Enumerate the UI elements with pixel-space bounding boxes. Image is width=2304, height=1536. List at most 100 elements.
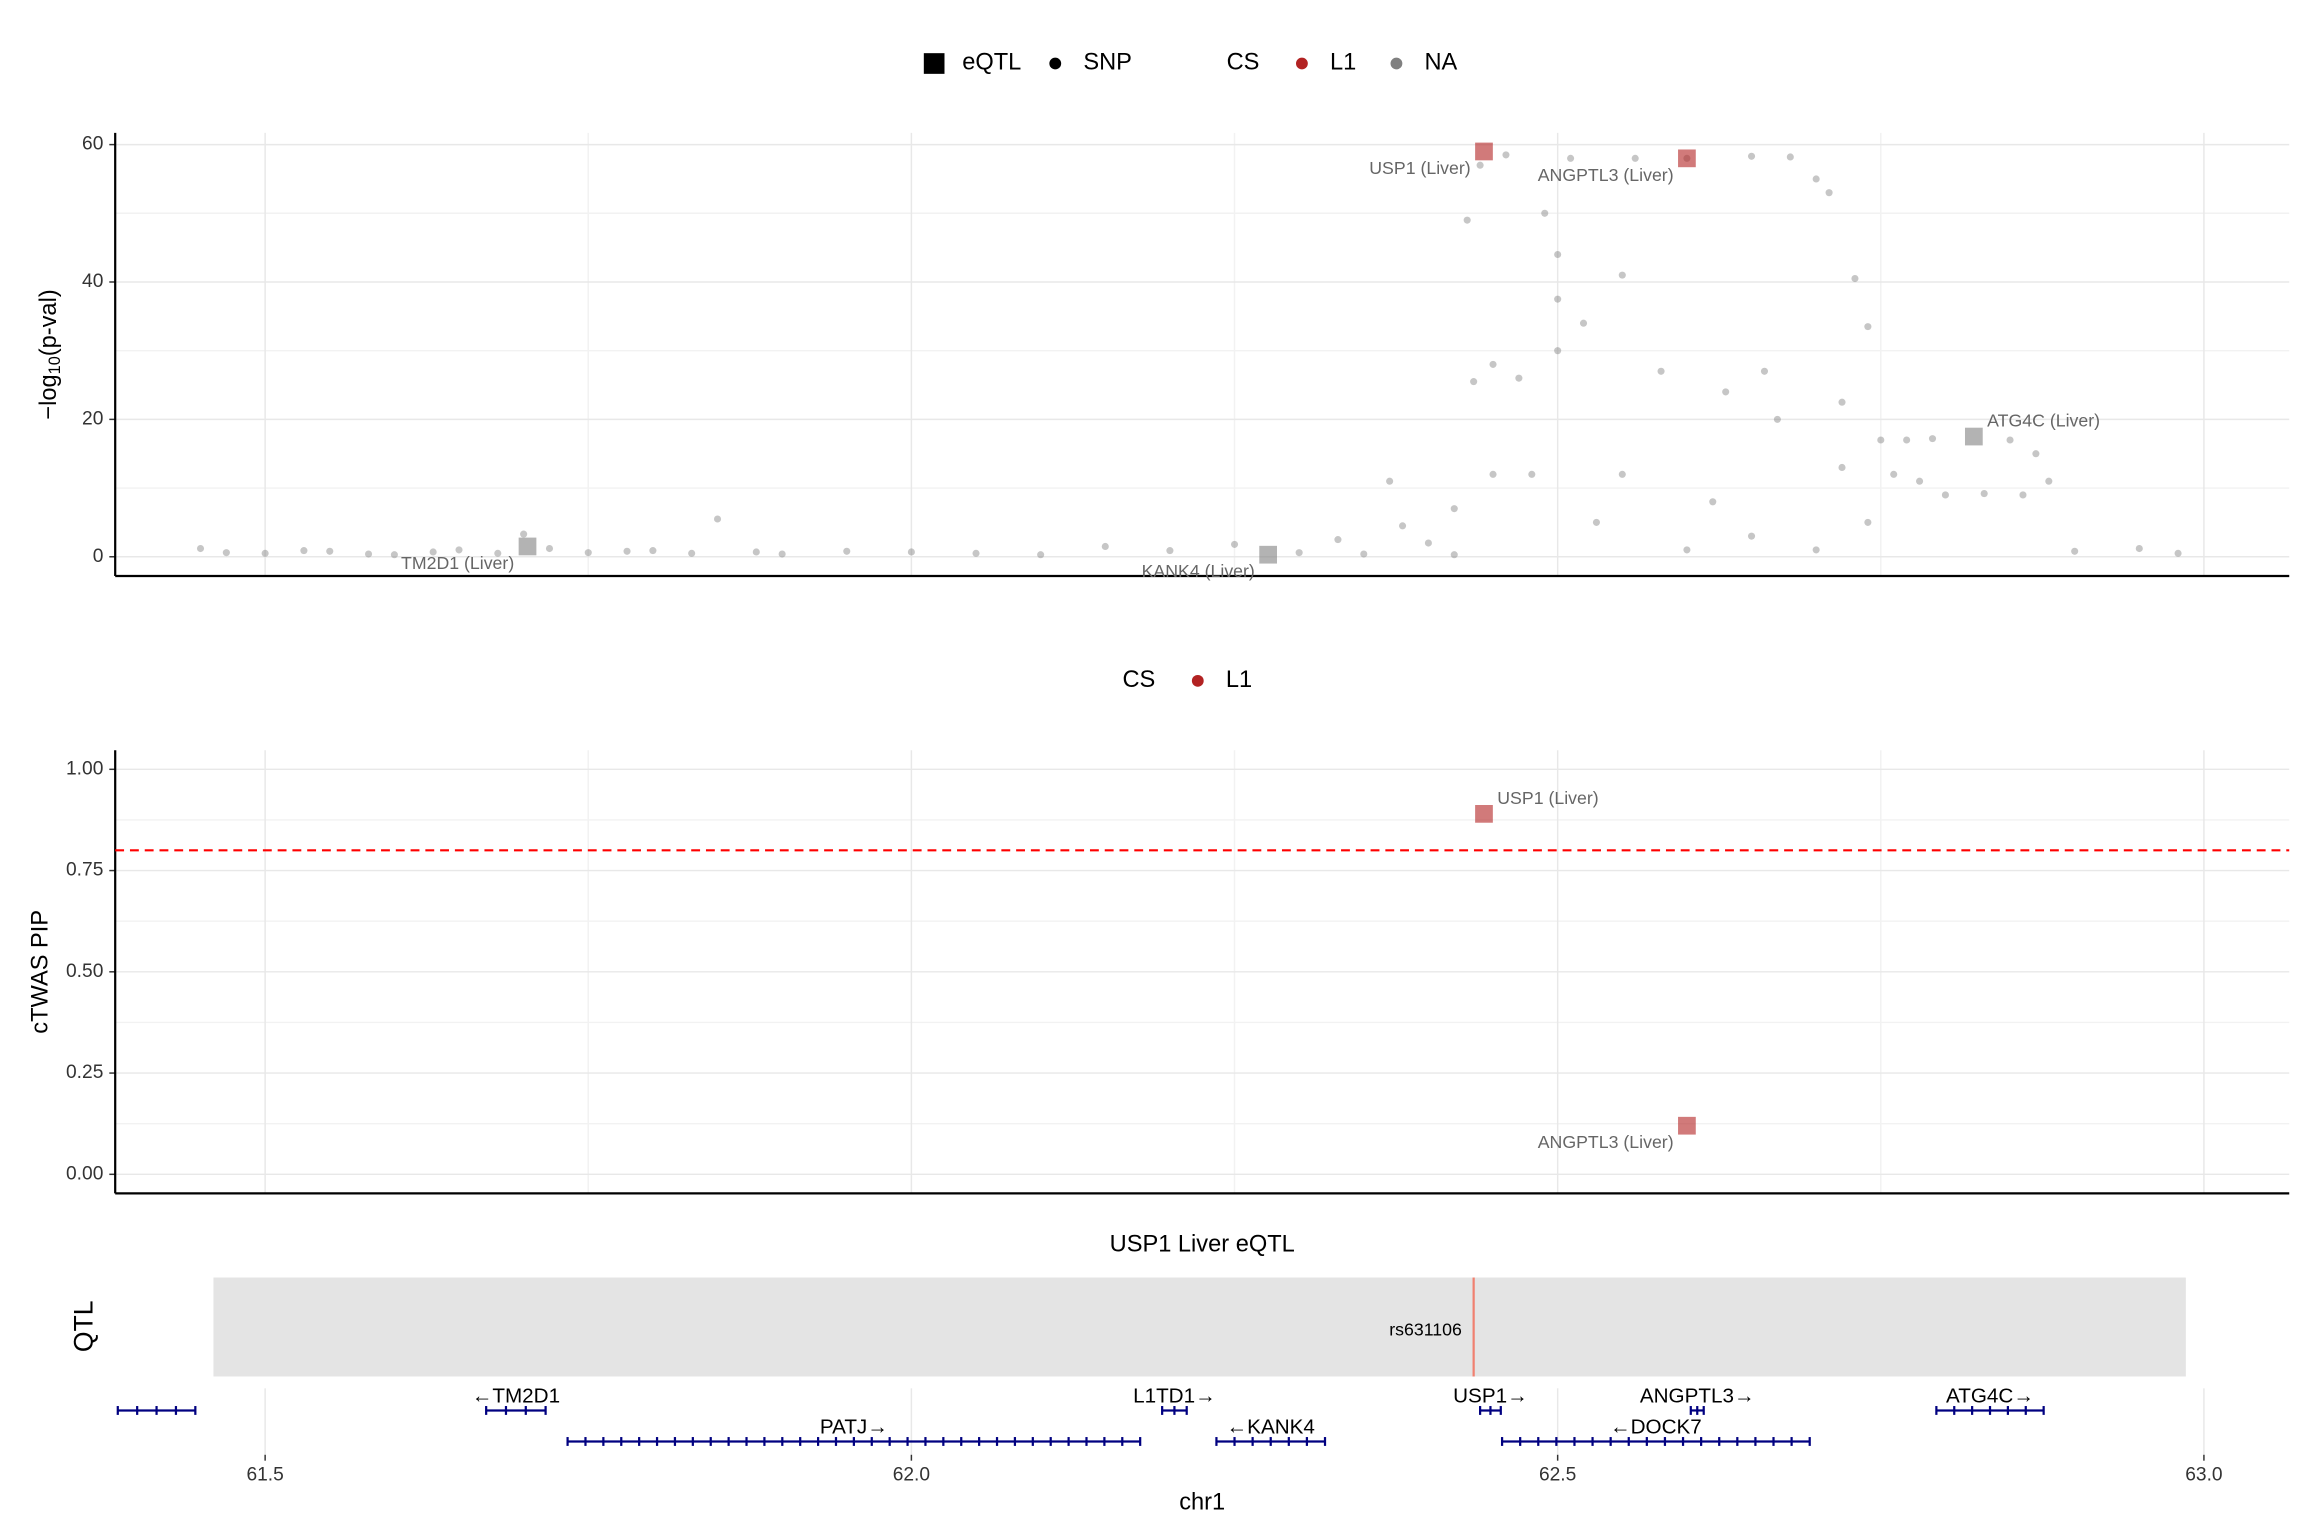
- eqtl-label: ANGPTL3 (Liver): [1538, 1132, 1674, 1152]
- gene-label: ATG4C→: [1946, 1385, 2034, 1408]
- snp-point: [584, 549, 592, 557]
- eqtl-label: TM2D1 (Liver): [401, 553, 514, 573]
- snp-point: [1230, 540, 1239, 548]
- y-tick-label: 1.00: [66, 758, 103, 779]
- eqtl-label: USP1 (Liver): [1369, 158, 1470, 178]
- y-axis-label: −log10(p-val): [36, 289, 64, 419]
- snp-point: [222, 549, 230, 557]
- snp-point: [1037, 551, 1045, 559]
- eqtl-point: [1964, 427, 1983, 446]
- snp-point: [1579, 319, 1588, 327]
- qtl-range: [213, 1277, 2186, 1377]
- snp-point: [1554, 295, 1562, 303]
- legend-key: [1049, 57, 1062, 70]
- gene-label: ←TM2D1: [472, 1385, 560, 1408]
- x-tick-label: 62.0: [893, 1465, 930, 1486]
- snp-point: [1618, 271, 1626, 279]
- gene-label: USP1→: [1453, 1385, 1528, 1408]
- snp-point: [1631, 154, 1639, 162]
- snp-point: [2071, 547, 2079, 555]
- snp-point: [364, 550, 373, 558]
- snp-point: [390, 551, 398, 559]
- snp-point: [1489, 360, 1497, 368]
- snp-point: [1747, 152, 1756, 160]
- snp-point: [196, 544, 205, 553]
- y-tick-label: 0.50: [66, 961, 103, 982]
- snp-point: [326, 547, 334, 555]
- legend-key: [1191, 674, 1204, 687]
- y-tick-label: 0.00: [66, 1163, 103, 1184]
- y-tick-label: 0.75: [66, 860, 103, 881]
- snp-point: [649, 547, 657, 555]
- snp-point: [1450, 551, 1458, 559]
- snp-point: [261, 549, 269, 557]
- legend-label: L1: [1226, 667, 1252, 693]
- snp-point: [1101, 542, 1109, 551]
- snp-point: [1928, 435, 1937, 443]
- snp-point: [2135, 544, 2143, 553]
- snp-point: [1592, 518, 1600, 526]
- snp-point: [1683, 546, 1691, 554]
- snp-point: [1554, 250, 1562, 259]
- snp-point: [1916, 477, 1924, 485]
- eqtl-point: [1259, 545, 1277, 564]
- snp-point: [1399, 522, 1407, 530]
- snp-point: [1489, 470, 1497, 478]
- snp-point: [1502, 151, 1510, 159]
- snp-point: [1812, 546, 1820, 554]
- snp-point: [2006, 436, 2014, 444]
- snp-point: [713, 515, 722, 523]
- snp-point: [1463, 216, 1471, 224]
- snp-point: [1864, 323, 1872, 331]
- snp-point: [455, 546, 463, 554]
- snp-point: [972, 549, 980, 557]
- y-axis-label: cTWAS PIP: [28, 910, 54, 1034]
- panel-title: USP1 Liver eQTL: [1110, 1231, 1295, 1257]
- legend-key: [923, 53, 945, 74]
- snp-point: [1851, 275, 1859, 283]
- snp-point: [1941, 491, 1949, 499]
- x-tick-label: 62.5: [1539, 1465, 1576, 1486]
- snp-point: [429, 548, 437, 556]
- snp-point: [1838, 463, 1846, 472]
- snp-point: [1470, 378, 1478, 386]
- snp-point: [1528, 470, 1536, 478]
- snp-point: [1476, 161, 1484, 169]
- snp-point: [1424, 539, 1432, 547]
- snp-point: [1838, 398, 1846, 406]
- legend-label: L1: [1330, 50, 1356, 76]
- gene-label: ←KANK4: [1227, 1416, 1315, 1439]
- gene-label: ANGPTL3→: [1640, 1385, 1755, 1408]
- snp-point: [1786, 153, 1794, 161]
- snp-point: [1773, 415, 1781, 423]
- snp-point: [778, 550, 786, 558]
- y-label-part: −log: [36, 374, 62, 419]
- y-tick-label: 40: [82, 271, 103, 292]
- snp-point: [2032, 450, 2040, 458]
- legend-label: NA: [1424, 50, 1457, 76]
- y-tick-label: 60: [82, 134, 103, 155]
- x-tick-label: 63.0: [2185, 1465, 2222, 1486]
- snp-point: [1334, 536, 1342, 544]
- legend-key: [1296, 57, 1308, 70]
- snp-point: [1295, 549, 1303, 557]
- snp-point: [1554, 347, 1562, 355]
- snp-point: [545, 544, 554, 553]
- snp-point: [1980, 490, 1988, 498]
- eqtl-label: KANK4 (Liver): [1142, 561, 1255, 581]
- qtl-snp-label: rs631106: [1389, 1319, 1462, 1339]
- gene-label: ←DOCK7: [1610, 1416, 1702, 1439]
- eqtl-label: ANGPTL3 (Liver): [1538, 165, 1674, 185]
- y-tick-label: 0: [93, 546, 104, 567]
- snp-point: [623, 547, 631, 555]
- snp-point: [2174, 549, 2182, 557]
- snp-point: [520, 530, 528, 538]
- eqtl-label: ATG4C (Liver): [1987, 410, 2100, 430]
- snp-point: [2019, 491, 2027, 499]
- snp-point: [1386, 477, 1394, 485]
- snp-point: [752, 548, 760, 556]
- snp-point: [1709, 498, 1717, 506]
- snp-point: [1360, 550, 1368, 558]
